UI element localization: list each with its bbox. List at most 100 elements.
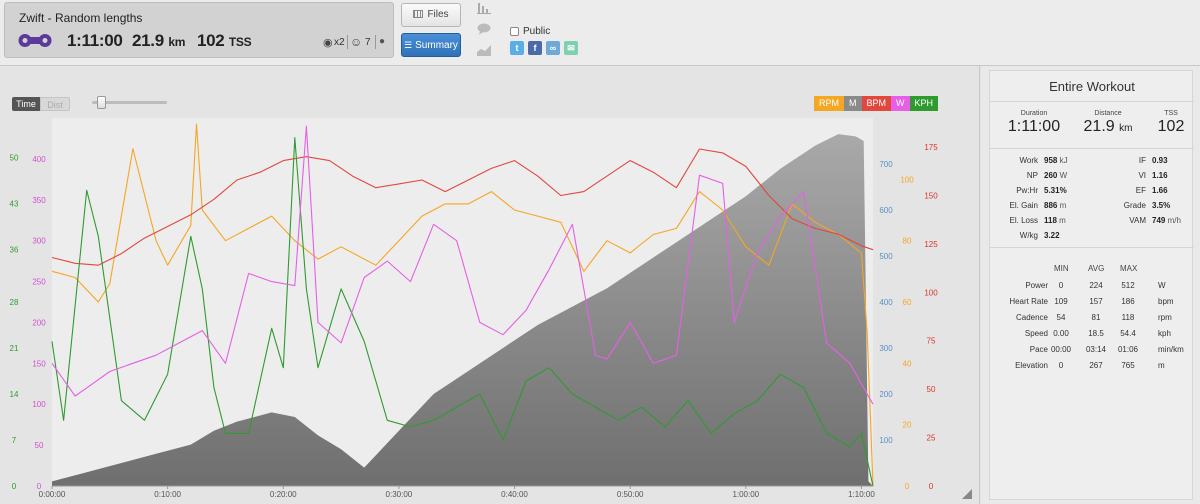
table-cell-min: 00:00 [1050,345,1072,354]
list-icon: ☰ [404,40,413,50]
axis-tick-power: 200 [32,318,46,327]
table-cell-avg: 267 [1089,361,1103,370]
chart-legend: RPM M BPM W KPH [814,96,939,111]
metric-label: NP [1026,171,1038,180]
metric-value: 118 m [1044,216,1066,225]
axis-tick-elevation: 700 [879,160,893,169]
table-cell-max: 01:06 [1117,345,1139,354]
dist-toggle[interactable]: Dist [40,97,70,111]
email-icon[interactable]: ✉ [564,41,578,55]
public-checkbox[interactable] [510,27,519,36]
axis-tick-heart_rate: 125 [924,240,938,249]
legend-item-w[interactable]: W [891,96,910,111]
medal-icon[interactable]: ◉ [323,37,333,49]
metric-label: Grade [1123,201,1146,210]
medal-count: x2 [334,37,345,48]
metric-label: VI [1138,171,1146,180]
divider [990,247,1194,248]
table-cell-min: 109 [1054,297,1068,306]
metric-label: EF [1135,186,1146,195]
zoom-slider-handle[interactable] [97,96,106,109]
divider [375,35,376,49]
twitter-icon[interactable]: t [510,41,524,55]
metric-label: Pw:Hr [1016,186,1038,195]
axis-tick-power: 350 [32,196,46,205]
legend-item-rpm[interactable]: RPM [814,96,844,111]
x-tick-label: 0:40:00 [501,490,528,499]
zoom-slider-track[interactable] [92,101,167,104]
files-icon [413,10,424,18]
axis-tick-speed: 50 [10,153,19,162]
public-label: Public [523,26,551,37]
elevation-icon[interactable] [477,44,491,56]
divider [990,148,1194,149]
summary-card: Entire Workout Duration 1:11:00 Distance… [989,70,1194,500]
metric-label: El. Loss [1009,216,1038,225]
table-cell-min: 0.00 [1053,329,1069,338]
metric-label: VAM [1129,216,1146,225]
summary-panel: Entire Workout Duration 1:11:00 Distance… [981,66,1200,504]
duration-label: Duration [1020,110,1048,117]
workout-card: Zwift - Random lengths 1:11:00 21.9 km 1… [4,2,394,58]
workout-title: Zwift - Random lengths [19,11,143,25]
metric-value: 749 m/h [1152,216,1181,225]
axis-tick-heart_rate: 150 [924,191,938,200]
series-line-w [51,125,874,405]
axis-tick-elevation: 200 [879,390,893,399]
summary-button[interactable]: ☰ Summary [401,33,461,57]
chart-icon[interactable] [477,2,491,14]
duration-stat: 1:11:00 [67,31,123,50]
series-area-elevation [52,134,873,486]
comment-bubble-icon[interactable] [477,23,491,35]
divider [347,35,348,49]
axis-tick-heart_rate: 175 [924,143,938,152]
workout-chart[interactable]: 0714212836435005010015020025030035040010… [0,66,980,504]
metric-label: IF [1138,156,1146,165]
smiley-icon[interactable]: ☺ [350,35,363,49]
axis-tick-power: 0 [37,482,42,491]
axis-tick-speed: 36 [10,245,19,254]
tss-value: 102 [1157,118,1185,135]
table-row-label: Heart Rate [1009,297,1048,306]
smiley-count: 7 [365,37,371,48]
axis-tick-elevation: 400 [879,298,893,307]
axis-tick-heart_rate: 100 [924,288,938,297]
metric-label: W/kg [1019,231,1038,240]
link-icon[interactable]: ∞ [546,41,560,55]
table-row-label: Pace [1029,345,1048,354]
axis-tick-speed: 0 [12,482,17,491]
x-tick-label: 1:10:00 [848,490,875,499]
x-tick-label: 0:00:00 [39,490,66,499]
legend-item-kph[interactable]: KPH [909,96,939,111]
axis-tick-heart_rate: 75 [927,337,936,346]
x-tick-label: 0:10:00 [154,490,181,499]
axis-tick-power: 150 [32,359,46,368]
legend-item-m[interactable]: M [844,96,862,111]
table-header: AVG [1088,264,1105,273]
files-button[interactable]: Files [401,3,461,27]
table-cell-unit: rpm [1158,313,1172,322]
table-cell-avg: 224 [1089,281,1103,290]
table-cell-avg: 18.5 [1088,329,1104,338]
tss-label: TSS [1164,110,1178,117]
metric-label: Work [1019,156,1038,165]
workout-header: Zwift - Random lengths 1:11:00 21.9 km 1… [0,0,1200,66]
axis-tick-elevation: 100 [879,436,893,445]
axis-tick-elevation: 600 [879,206,893,215]
distance-value: 21.9 km [1083,118,1133,135]
metric-value: 1.66 [1152,186,1168,195]
time-toggle[interactable]: Time [12,97,40,111]
table-cell-avg: 157 [1089,297,1103,306]
table-row-label: Speed [1024,329,1048,338]
table-cell-unit: min/km [1158,345,1184,354]
table-cell-unit: W [1158,281,1166,290]
table-row-label: Elevation [1015,361,1048,370]
axis-tick-heart_rate: 50 [927,385,936,394]
axis-tick-power: 400 [32,155,46,164]
comment-icon[interactable]: ● [379,36,386,47]
legend-item-bpm[interactable]: BPM [861,96,892,111]
metric-value: 260 W [1044,171,1068,180]
tss-stat: 102 TSS [197,31,252,50]
facebook-icon[interactable]: f [528,41,542,55]
table-cell-max: 186 [1121,297,1135,306]
